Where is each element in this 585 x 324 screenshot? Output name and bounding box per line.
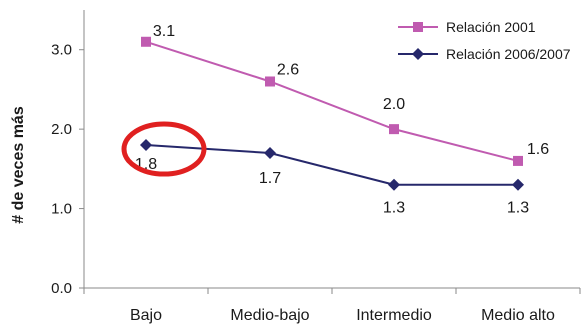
series-0-point	[265, 76, 275, 87]
legend-marker-relacion-2006-2007	[412, 48, 424, 60]
y-ticks: 0.0 1.0 2.0 3.0	[51, 42, 84, 297]
x-category-label: Bajo	[130, 307, 162, 324]
data-label: 2.0	[383, 96, 405, 113]
data-label: 1.7	[259, 170, 281, 187]
series-line-0	[145, 40, 519, 162]
series-line-1	[145, 144, 518, 186]
series-markers	[140, 36, 524, 191]
axes	[83, 10, 581, 294]
series-1-point	[512, 178, 524, 191]
y-tick-label: 0.0	[51, 280, 72, 297]
x-categories: Bajo Medio-bajo Intermedio Medio alto	[130, 307, 555, 324]
series-1-point	[264, 146, 276, 159]
y-tick-label: 3.0	[51, 42, 72, 59]
x-category-label: Medio alto	[481, 307, 555, 324]
legend-label-relacion-2006-2007: Relación 2006/2007	[446, 46, 571, 62]
data-label: 3.1	[153, 23, 175, 40]
data-label: 1.3	[383, 200, 405, 217]
series-0-point	[141, 36, 151, 47]
series-1-point	[388, 178, 400, 191]
series-0-point	[513, 155, 523, 166]
y-tick-label: 1.0	[51, 201, 72, 218]
annotation	[121, 121, 207, 177]
series-lines	[145, 40, 519, 186]
series-1-point	[140, 139, 152, 152]
x-category-label: Medio-bajo	[230, 307, 309, 324]
data-label: 1.6	[527, 141, 549, 158]
legend: Relación 2001 Relación 2006/2007	[398, 19, 571, 62]
legend-label-relacion-2001: Relación 2001	[446, 19, 536, 35]
y-axis-label: # de veces más	[10, 106, 27, 224]
data-label: 2.6	[277, 61, 299, 78]
legend-marker-relacion-2001	[413, 22, 423, 32]
x-category-label: Intermedio	[356, 307, 432, 324]
data-label: 1.3	[507, 200, 529, 217]
series-0-point	[389, 124, 399, 135]
y-tick-label: 2.0	[51, 121, 72, 138]
highlight-circle	[121, 121, 207, 177]
